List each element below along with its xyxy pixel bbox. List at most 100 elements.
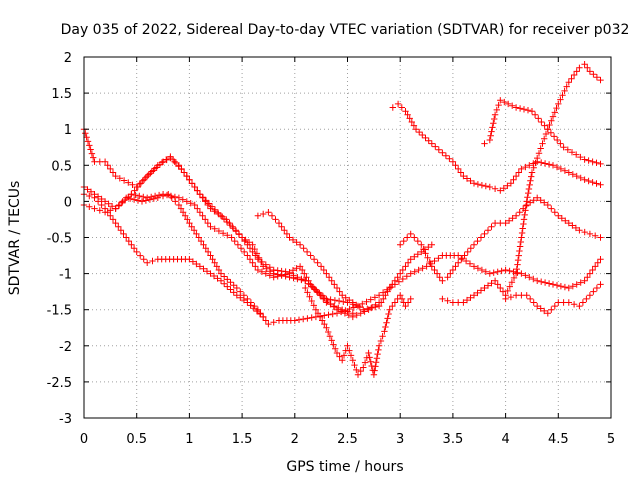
- data-point: [254, 306, 262, 313]
- data-point: [458, 256, 465, 263]
- data-point: [246, 245, 254, 252]
- data-point: [221, 273, 228, 280]
- data-point: [349, 357, 356, 364]
- data-point: [398, 295, 406, 303]
- data-point: [302, 284, 309, 292]
- data-point: [203, 268, 211, 275]
- data-point: [340, 352, 348, 359]
- data-point: [491, 115, 498, 123]
- data-point: [439, 149, 446, 156]
- data-point: [211, 206, 219, 213]
- data-point: [187, 200, 194, 207]
- data-point: [499, 288, 507, 295]
- data-point: [527, 177, 534, 184]
- data-point: [535, 115, 542, 122]
- data-point: [205, 200, 213, 207]
- data-point: [589, 179, 596, 186]
- data-point: [207, 223, 214, 230]
- data-point: [576, 227, 583, 234]
- data-point: [563, 83, 570, 90]
- data-point: [535, 150, 543, 157]
- data-point: [428, 140, 435, 147]
- data-point: [466, 260, 474, 267]
- data-point: [354, 371, 362, 378]
- data-point: [252, 252, 259, 259]
- data-point: [194, 205, 201, 212]
- data-point: [360, 364, 367, 371]
- data-point: [444, 297, 451, 304]
- data-point: [544, 310, 551, 317]
- data-point: [555, 212, 562, 219]
- data-point: [375, 346, 382, 354]
- data-point: [125, 193, 132, 201]
- data-point: [196, 209, 204, 216]
- data-point: [232, 227, 239, 234]
- data-point: [217, 277, 225, 284]
- data-point: [194, 187, 201, 194]
- data-point: [391, 299, 399, 306]
- data-point: [305, 280, 312, 287]
- data-point: [397, 241, 404, 248]
- data-point: [525, 185, 533, 193]
- data-point: [541, 122, 548, 129]
- data-point: [520, 220, 527, 228]
- data-point: [375, 342, 383, 349]
- data-point: [336, 288, 343, 295]
- data-point: [188, 223, 195, 230]
- data-point: [577, 279, 584, 286]
- data-point: [382, 292, 389, 299]
- data-point: [357, 310, 364, 317]
- data-point: [312, 306, 320, 313]
- x-tick-label: 5: [607, 432, 615, 447]
- data-point: [286, 270, 293, 277]
- data-point: [406, 115, 413, 122]
- data-point: [562, 217, 569, 224]
- data-point: [439, 277, 446, 284]
- x-tick-label: 3: [396, 432, 404, 447]
- data-point: [395, 278, 403, 285]
- data-point: [291, 317, 298, 324]
- data-point: [550, 133, 558, 140]
- data-point: [592, 263, 599, 270]
- data-point: [481, 284, 488, 292]
- data-point: [464, 248, 471, 256]
- data-point: [565, 169, 572, 176]
- data-point: [101, 158, 109, 165]
- data-point: [531, 111, 539, 118]
- data-point: [411, 268, 418, 275]
- data-point: [407, 295, 414, 303]
- data-point: [544, 201, 551, 209]
- data-point: [137, 252, 144, 259]
- y-tick-label: -2: [59, 340, 72, 355]
- data-point: [455, 165, 462, 173]
- data-point: [384, 315, 391, 322]
- data-point: [196, 191, 204, 198]
- data-point: [191, 201, 198, 209]
- data-point: [107, 165, 114, 173]
- data-point: [404, 234, 411, 241]
- data-point: [188, 180, 196, 187]
- data-point: [254, 212, 262, 219]
- data-point: [274, 273, 281, 280]
- data-point: [342, 294, 349, 301]
- data-point: [299, 266, 306, 274]
- data-point: [200, 241, 207, 248]
- data-point: [517, 238, 524, 246]
- data-point: [186, 176, 193, 183]
- data-point: [98, 195, 105, 203]
- data-point: [224, 232, 231, 239]
- data-point: [470, 241, 478, 248]
- data-point: [266, 264, 273, 271]
- data-point: [339, 292, 346, 299]
- data-point: [84, 186, 91, 193]
- data-point: [137, 180, 145, 187]
- data-point: [414, 237, 421, 245]
- data-point: [502, 266, 509, 274]
- data-point: [510, 274, 518, 282]
- data-point: [335, 297, 343, 305]
- data-point: [321, 312, 328, 319]
- data-point: [505, 100, 512, 108]
- data-point: [175, 194, 183, 201]
- data-point: [274, 267, 281, 274]
- data-point: [537, 197, 544, 204]
